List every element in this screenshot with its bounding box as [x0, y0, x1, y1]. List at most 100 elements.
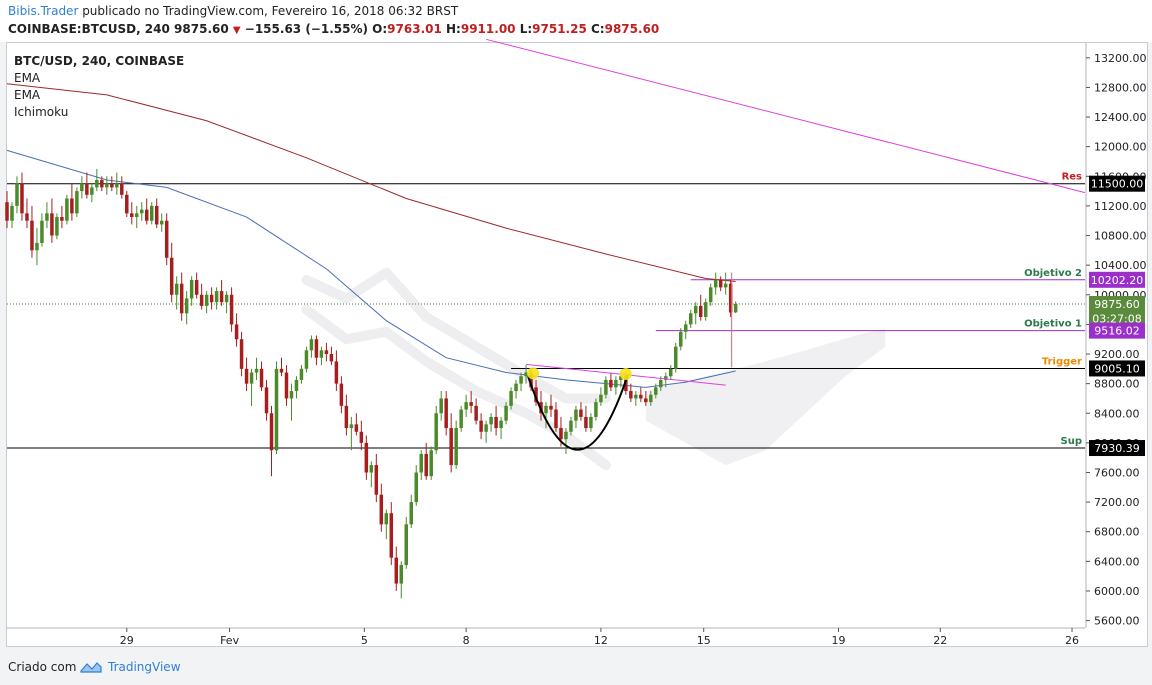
candle-body — [294, 379, 299, 392]
candle-body — [494, 416, 498, 429]
candle-body — [683, 324, 688, 332]
candle-body — [5, 202, 9, 221]
candle-body — [544, 405, 548, 414]
candle-body — [609, 379, 613, 388]
candle-body — [339, 383, 344, 406]
highlight-marker — [619, 368, 632, 381]
candle — [244, 357, 249, 392]
candle — [199, 283, 204, 310]
candle-body — [499, 420, 503, 429]
candle-body — [514, 383, 518, 392]
candle — [75, 187, 79, 218]
candle-body — [95, 179, 99, 188]
candle — [534, 379, 538, 406]
candle — [569, 416, 573, 436]
x-tick-label: 19 — [831, 634, 845, 647]
made-with-text: Criado com — [8, 660, 77, 674]
candle-body — [309, 339, 314, 351]
candle-body — [344, 405, 349, 429]
close-value: 9875.60 — [604, 22, 660, 36]
candle-body — [194, 279, 199, 295]
legend-study-ichimoku[interactable]: Ichimoku — [14, 105, 69, 119]
candle-body — [454, 428, 458, 466]
candle-body — [314, 339, 319, 358]
candle — [649, 391, 653, 406]
candle-body — [614, 379, 618, 388]
candle — [90, 183, 94, 203]
candle — [224, 291, 229, 314]
candle-body — [594, 402, 598, 417]
candle — [344, 394, 349, 436]
candle — [65, 194, 69, 225]
candle-body — [404, 524, 409, 566]
candle-body — [324, 350, 329, 355]
y-tick-label: 7600.00 — [1094, 466, 1140, 479]
candle — [404, 516, 409, 569]
candle — [723, 272, 728, 295]
candle-body — [674, 346, 678, 369]
candle-body — [619, 376, 623, 380]
candle — [514, 379, 518, 399]
candle — [100, 176, 104, 192]
legend-study-ema-2[interactable]: EMA — [14, 88, 41, 102]
candle-body — [50, 213, 54, 236]
candle — [688, 309, 693, 329]
candle — [249, 368, 254, 406]
candle-body — [693, 305, 698, 314]
candle-body — [519, 376, 523, 384]
candle — [274, 361, 279, 454]
candle-body — [259, 368, 264, 388]
y-tick-label: 6400.00 — [1094, 555, 1140, 568]
candle — [140, 202, 144, 221]
candle-body — [504, 405, 508, 421]
candle — [464, 394, 468, 417]
candle — [154, 198, 159, 229]
author-link[interactable]: Bibis.Trader — [8, 4, 79, 18]
candle — [579, 402, 583, 421]
candle-body — [713, 279, 718, 288]
candle-body — [279, 368, 284, 373]
candle — [189, 276, 194, 306]
candle — [95, 168, 99, 192]
candle — [149, 202, 154, 225]
legend-symbol: BTC/USD, 240, COINBASE — [14, 54, 185, 68]
high-label: H: — [446, 22, 461, 36]
candle-body — [459, 409, 463, 429]
candle-body — [299, 368, 304, 380]
price-badge: 9005.10 — [1089, 360, 1145, 377]
candle-body — [659, 379, 663, 388]
candle-body — [75, 191, 79, 214]
x-axis: 29 Fev 5 8 12 15 19 22 26 — [7, 627, 1085, 647]
candle-body — [159, 220, 164, 225]
candle — [654, 383, 658, 399]
price-badge-bg — [1089, 271, 1145, 288]
candle-body — [384, 513, 389, 525]
candle-body — [559, 428, 563, 440]
price-chart[interactable]: Res Objetivo 2 Objetivo 1 Trigger Sup 13200.0… — [0, 0, 1152, 650]
candle-body — [214, 291, 219, 303]
price-badge: 03:27:08 — [1089, 310, 1145, 327]
candle — [309, 335, 314, 358]
candle — [504, 402, 508, 425]
tradingview-link[interactable]: TradingView — [108, 660, 181, 674]
price-badge-label: 10202.20 — [1091, 274, 1144, 287]
open-value: 9763.01 — [387, 22, 442, 36]
candle-body — [688, 313, 693, 325]
chart-area[interactable] — [6, 42, 1148, 647]
candle — [70, 183, 74, 221]
candle — [214, 287, 219, 310]
level-label: Trigger — [1042, 356, 1082, 367]
candle-body — [130, 213, 134, 218]
candle-body — [703, 302, 708, 317]
candle-body — [329, 354, 334, 362]
candle — [85, 172, 89, 199]
legend-study-ema-1[interactable]: EMA — [14, 71, 41, 85]
candle — [484, 420, 488, 443]
candle-body — [20, 183, 24, 214]
candle-body — [154, 205, 159, 225]
candle — [234, 313, 239, 347]
candle-body — [204, 294, 209, 306]
candle-body — [654, 387, 658, 395]
price-badge-bg — [1089, 310, 1145, 327]
candle — [584, 405, 588, 432]
